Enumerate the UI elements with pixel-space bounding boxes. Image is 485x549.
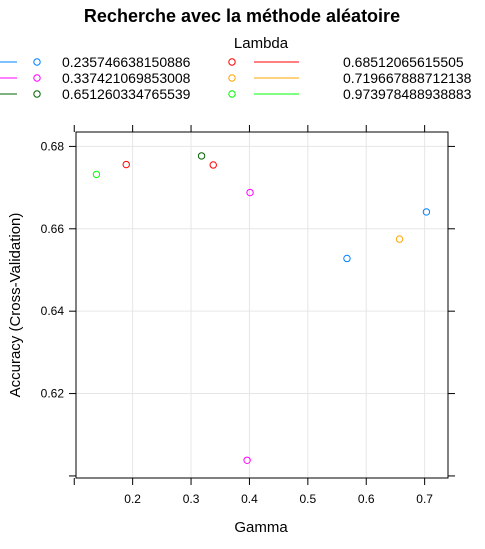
gridlines [76, 132, 448, 478]
legend: 0.2357466381508860.3374210698530080.6512… [0, 54, 472, 102]
x-tick-label-2: 0.4 [241, 492, 258, 506]
legend-point-3 [228, 58, 236, 66]
data-point-s3-1 [209, 161, 217, 169]
y-tick-label-2: 0.66 [41, 222, 65, 236]
data-point-s3-0 [122, 160, 130, 169]
legend-point-0 [33, 58, 41, 66]
data-point-s0-0 [343, 254, 351, 263]
data-point-s0-1 [422, 208, 431, 216]
data-point-s5-0 [92, 170, 101, 179]
legend-label-2: 0.651260334765539 [62, 86, 191, 102]
data-point-s4-0 [395, 235, 404, 243]
y-tick-label-0: 0.62 [41, 387, 65, 401]
data-point-s2-0 [197, 152, 206, 160]
x-tick-label-3: 0.5 [299, 492, 316, 506]
legend-label-4: 0.719667888712138 [343, 70, 472, 86]
legend-label-0: 0.235746638150886 [62, 54, 191, 70]
x-tick-label-1: 0.3 [183, 492, 200, 506]
legend-label-3: 0.68512065615505 [343, 54, 464, 70]
plot-frame [75, 131, 449, 479]
y-axis-label: Accuracy (Cross-Validation) [7, 213, 24, 398]
x-tick-label-5: 0.7 [416, 492, 433, 506]
chart-title: Recherche avec la méthode aléatoire [84, 6, 400, 26]
legend-point-4 [228, 74, 236, 82]
legend-label-1: 0.337421069853008 [62, 70, 191, 86]
legend-point-5 [228, 90, 236, 98]
x-tick-label-4: 0.6 [358, 492, 375, 506]
data-points [92, 152, 431, 464]
axes: 0.2 0.3 0.4 0.5 0.6 0.7 0.62 0.64 0.66 0.68 [41, 125, 455, 506]
x-tick-label-0: 0.2 [124, 492, 141, 506]
data-point-s1-1 [243, 456, 251, 464]
y-tick-label-3: 0.68 [41, 139, 65, 153]
x-axis-label: Gamma [234, 519, 288, 536]
legend-point-1 [33, 74, 41, 82]
legend-point-2 [33, 90, 41, 98]
data-point-s1-0 [246, 188, 254, 197]
y-tick-label-1: 0.64 [41, 304, 65, 318]
legend-label-5: 0.973978488938883 [343, 86, 472, 102]
legend-title: Lambda [234, 35, 289, 52]
